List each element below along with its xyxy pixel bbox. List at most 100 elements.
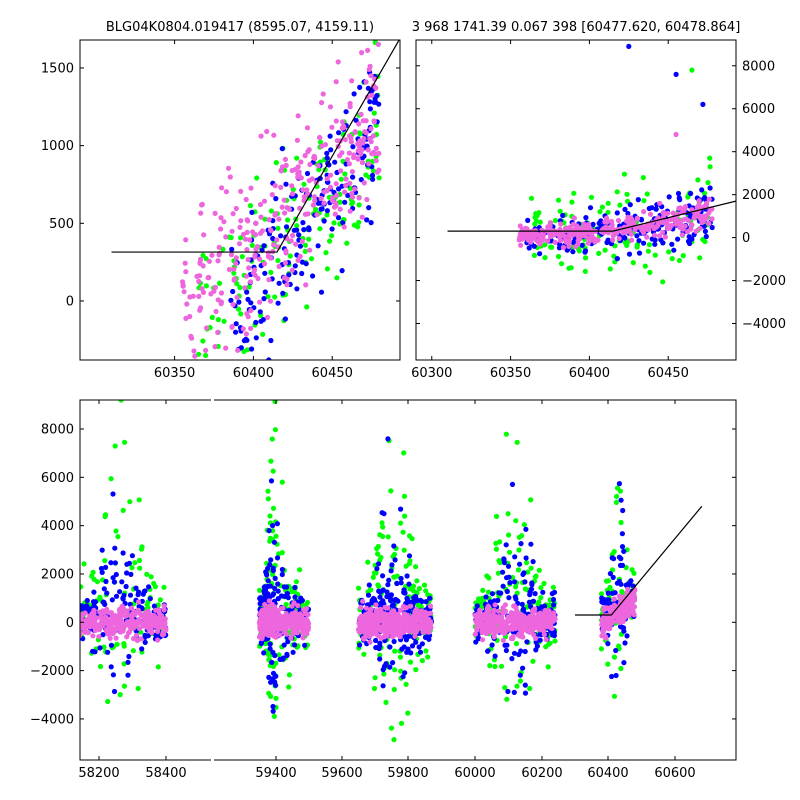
data-point [347, 180, 353, 186]
data-point [369, 597, 375, 604]
data-point [657, 200, 663, 206]
data-point [491, 607, 497, 614]
data-point [142, 634, 148, 640]
data-point [110, 491, 116, 497]
data-point [618, 665, 624, 672]
data-point [229, 246, 235, 252]
data-point [304, 304, 310, 310]
data-point [487, 629, 493, 635]
data-point [274, 237, 280, 243]
data-point [356, 143, 362, 149]
data-point [603, 578, 610, 584]
data-point [520, 665, 526, 671]
data-point [368, 73, 374, 79]
data-point [215, 258, 221, 264]
data-point [423, 599, 429, 605]
data-point [218, 226, 224, 232]
data-point [270, 649, 276, 656]
data-point [270, 703, 276, 710]
data-point [279, 550, 285, 556]
data-point [576, 234, 582, 240]
data-point [295, 603, 301, 609]
data-point [552, 638, 558, 644]
data-point [631, 612, 637, 618]
data-point [570, 249, 576, 255]
data-point [126, 560, 132, 566]
data-point [422, 609, 428, 615]
data-point [618, 519, 624, 526]
data-point [124, 608, 130, 614]
data-point [516, 631, 522, 637]
data-point [117, 692, 123, 698]
data-point [273, 673, 279, 679]
data-point [582, 268, 588, 274]
data-point [646, 242, 653, 248]
data-point [273, 695, 279, 701]
data-point [513, 584, 519, 590]
data-point [323, 250, 329, 256]
data-point [533, 647, 539, 653]
data-point [268, 478, 275, 484]
data-point [295, 257, 301, 263]
data-point [359, 159, 366, 166]
data-point [312, 155, 318, 161]
data-point [142, 616, 148, 623]
data-point [155, 664, 161, 670]
data-point [321, 218, 327, 224]
data-point [385, 534, 391, 540]
data-point [530, 598, 537, 604]
data-point [583, 215, 589, 221]
data-point [426, 616, 432, 623]
data-point [617, 202, 623, 208]
data-point [566, 243, 572, 249]
data-point [244, 311, 250, 317]
data-point [265, 591, 271, 597]
data-point [273, 682, 279, 688]
data-point [272, 212, 278, 218]
data-point [658, 237, 664, 243]
data-point [522, 690, 529, 696]
data-point [115, 388, 120, 393]
data-point [607, 626, 613, 632]
data-point [667, 225, 673, 231]
data-point [373, 570, 379, 576]
y-tick-label: 4000 [41, 519, 74, 534]
data-point [271, 713, 277, 720]
data-point [388, 624, 394, 630]
data-point [279, 479, 285, 485]
data-point [208, 291, 214, 297]
data-point [370, 176, 376, 182]
data-point [552, 239, 558, 245]
data-point [212, 210, 218, 216]
data-point [276, 280, 282, 286]
data-point [523, 555, 529, 561]
data-point [548, 227, 554, 233]
data-point [647, 211, 654, 217]
data-point [270, 708, 276, 714]
data-point [137, 565, 143, 571]
data-point [85, 630, 91, 636]
data-point [107, 373, 112, 378]
data-point [324, 155, 330, 161]
data-point [524, 639, 530, 645]
data-point [489, 642, 495, 648]
data-point [80, 615, 84, 621]
data-point [400, 629, 407, 635]
data-point [294, 155, 300, 161]
data-point [229, 228, 235, 234]
data-point [405, 598, 411, 604]
data-point [526, 599, 533, 605]
data-point [524, 560, 530, 566]
y-tick-label: −4000 [30, 712, 74, 727]
data-point [108, 664, 114, 670]
data-point [257, 587, 263, 593]
data-point [249, 209, 255, 215]
y-tick-label: 1000 [41, 139, 74, 154]
data-point [538, 585, 544, 591]
data-point [260, 317, 266, 323]
data-point [331, 220, 337, 226]
data-point [541, 580, 547, 587]
data-point [84, 616, 90, 623]
data-point [228, 297, 234, 303]
data-point [492, 628, 498, 634]
